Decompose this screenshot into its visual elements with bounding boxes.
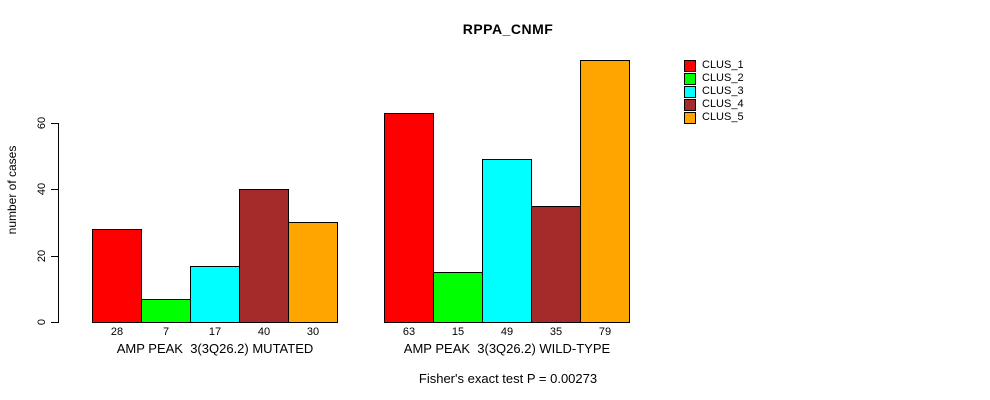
legend-swatch-icon (684, 98, 696, 111)
bar-value-label: 28 (110, 326, 124, 338)
legend-item-clus_1: CLUS_1 (684, 59, 744, 72)
bar-value-label: 15 (451, 326, 465, 338)
bar-clus_4 (531, 206, 581, 323)
y-tick-label: 0 (36, 318, 48, 326)
legend-label: CLUS_5 (702, 111, 744, 123)
legend-swatch-icon (684, 59, 696, 72)
bar-clus_5 (288, 222, 338, 323)
chart-title: RPPA_CNMF (462, 21, 554, 37)
y-tick-mark (51, 256, 58, 257)
y-tick-mark (51, 123, 58, 124)
legend-label: CLUS_2 (702, 72, 744, 84)
y-tick-mark (51, 189, 58, 190)
legend: CLUS_1 CLUS_2 CLUS_3 CLUS_4 CLUS_5 (684, 59, 744, 124)
fisher-test-annotation: Fisher's exact test P = 0.00273 (418, 371, 598, 386)
legend-item-clus_2: CLUS_2 (684, 72, 744, 85)
bar-value-label: 30 (306, 326, 320, 338)
legend-label: CLUS_4 (702, 98, 744, 110)
legend-item-clus_3: CLUS_3 (684, 85, 744, 98)
bar-value-label: 40 (257, 326, 271, 338)
bar-clus_4 (239, 189, 289, 323)
group-axis-label: AMP PEAK 3(3Q26.2) WILD-TYPE (403, 341, 611, 356)
y-axis-title: number of cases (5, 145, 19, 235)
bar-value-label: 63 (402, 326, 416, 338)
bar-clus_2 (141, 299, 191, 323)
bar-clus_5 (580, 60, 630, 323)
y-tick-label: 60 (36, 116, 48, 130)
bar-value-label: 49 (500, 326, 514, 338)
legend-label: CLUS_1 (702, 59, 744, 71)
bar-clus_3 (482, 159, 532, 323)
bar-value-label: 7 (162, 326, 170, 338)
y-axis-line (58, 123, 59, 323)
bar-clus_1 (384, 113, 434, 323)
y-tick-label: 20 (36, 249, 48, 263)
legend-item-clus_5: CLUS_5 (684, 111, 744, 124)
legend-swatch-icon (684, 85, 696, 98)
group-axis-label: AMP PEAK 3(3Q26.2) MUTATED (116, 341, 314, 356)
bar-clus_1 (92, 229, 142, 323)
y-tick-label: 40 (36, 182, 48, 196)
y-tick-mark (51, 322, 58, 323)
legend-item-clus_4: CLUS_4 (684, 98, 744, 111)
bar-value-label: 35 (549, 326, 563, 338)
bar-value-label: 17 (208, 326, 222, 338)
bar-clus_2 (433, 272, 483, 323)
bar-clus_3 (190, 266, 240, 323)
legend-label: CLUS_3 (702, 85, 744, 97)
legend-swatch-icon (684, 72, 696, 85)
bar-value-label: 79 (598, 326, 612, 338)
legend-swatch-icon (684, 111, 696, 124)
